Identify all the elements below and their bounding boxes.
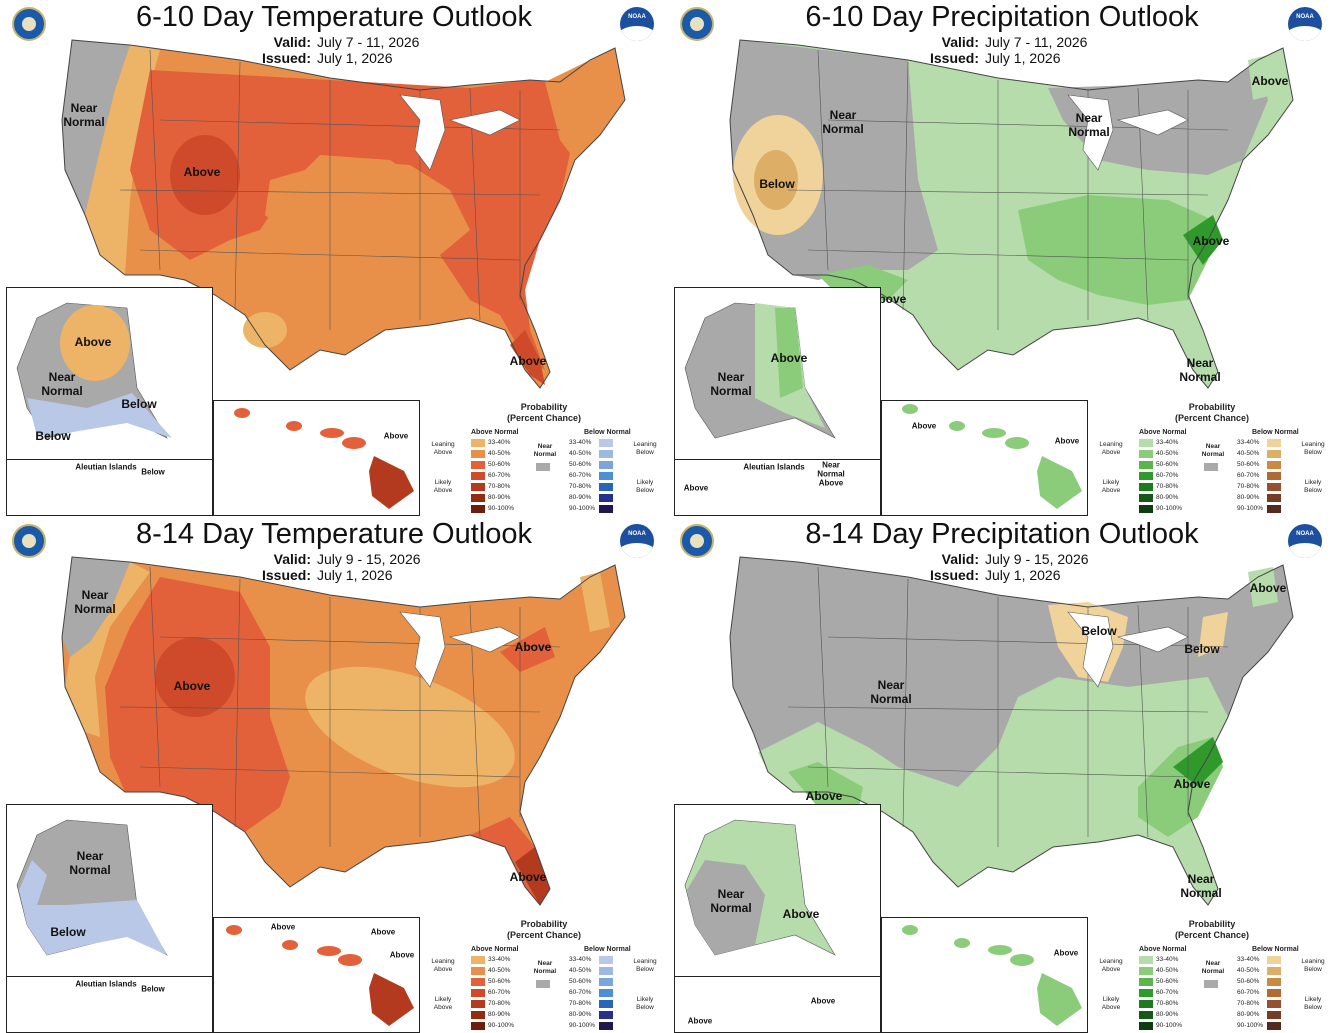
panel-6-10-precipitation: NOAA 6-10 Day Precipitation Outlook Vali…	[668, 0, 1336, 516]
hawaii-inset	[881, 400, 1088, 516]
map-title: 6-10 Day Temperature Outlook	[135, 1, 532, 33]
great-lakes	[399, 94, 521, 171]
issued-date: Issued: July 1, 2026	[261, 50, 393, 66]
map-6-10-precipitation	[729, 39, 1294, 389]
issued-date: Issued: July 1, 2026	[929, 50, 1061, 66]
hi-label: Above	[270, 922, 296, 932]
hawaii-inset	[213, 400, 420, 516]
region-label: Above	[509, 870, 547, 884]
noaa-logo-icon: NOAA	[1288, 7, 1322, 41]
aleutian-label: Above	[810, 996, 836, 1006]
valid-dates: Valid: July 7 - 11, 2026	[941, 34, 1088, 50]
precipitation-legend: Probability (Percent Chance) Above Norma…	[1099, 402, 1325, 513]
issued-date: Issued: July 1, 2026	[929, 567, 1061, 583]
aleutian-label: Aleutian Islands	[75, 979, 137, 989]
region-label: Near Normal	[870, 678, 912, 706]
region-label: Near Normal	[1179, 356, 1221, 384]
legend-above-header: Above Normal	[471, 429, 519, 436]
map-8-14-precipitation	[729, 556, 1294, 906]
noaa-logo-icon: NOAA	[620, 524, 654, 558]
map-title: 6-10 Day Precipitation Outlook	[805, 1, 1199, 33]
noaa-logo-icon: NOAA	[1288, 524, 1322, 558]
legend-title: Probability (Percent Chance)	[506, 402, 582, 423]
ak-label: Above	[770, 351, 808, 365]
aleutian-label: Above	[683, 483, 709, 493]
noaa-logo-icon: NOAA	[620, 7, 654, 41]
aleutian-inset	[6, 459, 213, 516]
hi-label: Above	[1053, 948, 1079, 958]
region-label: Near Normal	[1068, 111, 1110, 139]
region-label: Above	[514, 640, 552, 654]
map-title: 8-14 Day Precipitation Outlook	[805, 518, 1199, 550]
commerce-seal-icon	[12, 524, 46, 558]
aleutian-inset	[6, 976, 213, 1033]
region-label: Near Normal	[63, 101, 105, 129]
aleutian-label: Below	[141, 984, 165, 994]
aleutian-inset	[674, 459, 881, 516]
commerce-seal-icon	[12, 7, 46, 41]
region-label: Above	[1192, 234, 1230, 248]
ak-label: Near Normal	[710, 370, 752, 398]
temperature-legend: Probability (Percent Chance) Above Norma…	[426, 402, 662, 514]
alaska-inset	[6, 287, 213, 461]
ak-label: Below	[121, 397, 157, 411]
map-6-10-temperature	[61, 39, 626, 389]
ak-label: Near Normal	[69, 849, 111, 877]
hi-label: Above	[370, 927, 396, 937]
panel-8-14-temperature: NOAA 8-14 Day Temperature Outlook Valid:…	[0, 517, 668, 1033]
panel-6-10-temperature: NOAA 6-10 Day Temperature Outlook Valid:…	[0, 0, 668, 516]
temperature-legend: Probability (Percent Chance) Above Norma…	[431, 919, 657, 1030]
valid-dates: Valid: July 9 - 15, 2026	[273, 551, 421, 567]
region-label: Above	[183, 165, 221, 179]
aleutian-label: Near Normal Above	[817, 460, 845, 488]
valid-dates: Valid: July 7 - 11, 2026	[273, 34, 420, 50]
region-label: Above	[509, 354, 547, 368]
hi-label: Above	[389, 950, 415, 960]
ak-label: Near Normal	[710, 887, 752, 915]
region-label: Near Normal	[74, 588, 116, 616]
alaska-inset	[6, 804, 213, 978]
panel-8-14-precipitation: NOAA 8-14 Day Precipitation Outlook Vali…	[668, 517, 1336, 1033]
hawaii-inset	[213, 917, 420, 1033]
hawaii-inset	[881, 917, 1088, 1033]
aleutian-label: Aleutian Islands	[75, 462, 137, 472]
aleutian-label: Below	[141, 467, 165, 477]
alaska-inset	[674, 287, 881, 461]
region-label: Above	[1173, 777, 1211, 791]
region-label: Above	[1251, 74, 1289, 88]
commerce-seal-icon	[680, 524, 714, 558]
region-label: Near Normal	[822, 108, 864, 136]
ak-label: Below	[50, 925, 86, 939]
region-label: Below	[1184, 642, 1220, 656]
region-label: Above	[805, 789, 843, 803]
commerce-seal-icon	[680, 7, 714, 41]
precipitation-legend: Probability (Percent Chance) Above Norma…	[1099, 919, 1325, 1030]
map-8-14-temperature	[61, 556, 626, 906]
ak-label: Above	[782, 907, 820, 921]
region-label: Near Normal	[1180, 872, 1222, 900]
ak-label: Near Normal	[41, 370, 83, 398]
aleutian-label: Above	[687, 1016, 713, 1026]
alaska-inset	[674, 804, 881, 978]
aleutian-label: Aleutian Islands	[743, 462, 805, 472]
valid-dates: Valid: July 9 - 15, 2026	[941, 551, 1089, 567]
map-title: 8-14 Day Temperature Outlook	[135, 518, 532, 550]
region-label: Below	[759, 177, 795, 191]
hi-label: Above	[911, 421, 937, 431]
hi-label: Above	[383, 431, 409, 441]
hi-label: Above	[1054, 436, 1080, 446]
region-label: Below	[1081, 624, 1117, 638]
issued-date: Issued: July 1, 2026	[261, 567, 393, 583]
legend-below-header: Below Normal	[584, 429, 631, 436]
region-label: Above	[173, 679, 211, 693]
ak-label: Above	[74, 335, 112, 349]
region-label: Above	[1249, 581, 1287, 595]
ak-label: Below	[35, 429, 71, 443]
